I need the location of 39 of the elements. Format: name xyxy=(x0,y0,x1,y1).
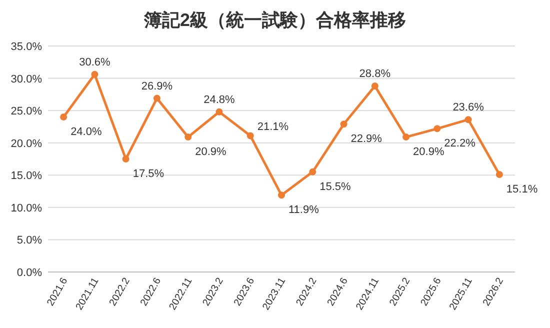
y-tick-label: 10.0% xyxy=(10,202,42,214)
data-label: 20.9% xyxy=(195,146,227,158)
point xyxy=(371,82,378,90)
y-tick-label: 30.0% xyxy=(10,73,42,86)
data-label: 17.5% xyxy=(132,168,164,180)
point xyxy=(309,168,316,176)
point xyxy=(184,134,192,141)
data-label: 30.6% xyxy=(79,56,111,68)
data-label: 22.9% xyxy=(350,133,382,146)
data-label: 28.8% xyxy=(359,68,391,80)
point xyxy=(464,116,472,124)
data-label: 11.9% xyxy=(288,204,320,216)
point xyxy=(278,192,285,199)
y-tick-label: 15.0% xyxy=(10,170,42,182)
y-tick-label: 25.0% xyxy=(10,106,42,118)
point xyxy=(216,108,223,116)
point xyxy=(60,114,68,121)
point xyxy=(122,156,130,162)
point xyxy=(246,132,254,140)
data-label: 15.1% xyxy=(506,183,538,196)
point xyxy=(434,125,441,132)
point xyxy=(340,120,348,128)
y-tick-label: 5.0% xyxy=(16,234,42,247)
data-label: 21.1% xyxy=(257,120,289,133)
data-label: 15.5% xyxy=(320,180,352,193)
point xyxy=(496,170,503,178)
data-label: 23.6% xyxy=(452,102,484,114)
point xyxy=(91,70,98,78)
data-label: 24.0% xyxy=(70,126,102,138)
y-tick-label: 20.0% xyxy=(10,138,42,150)
y-tick-label: 0.0% xyxy=(16,267,42,279)
data-label: 26.9% xyxy=(141,80,173,92)
chart-title: 簿記2級（統一試験）合格率推移 xyxy=(142,10,406,30)
data-label: 22.2% xyxy=(444,138,476,150)
data-label: 24.8% xyxy=(204,94,236,106)
data-label: 20.9% xyxy=(413,146,444,158)
y-tick-label: 35.0% xyxy=(10,41,42,53)
point xyxy=(402,134,410,141)
point xyxy=(153,94,160,102)
